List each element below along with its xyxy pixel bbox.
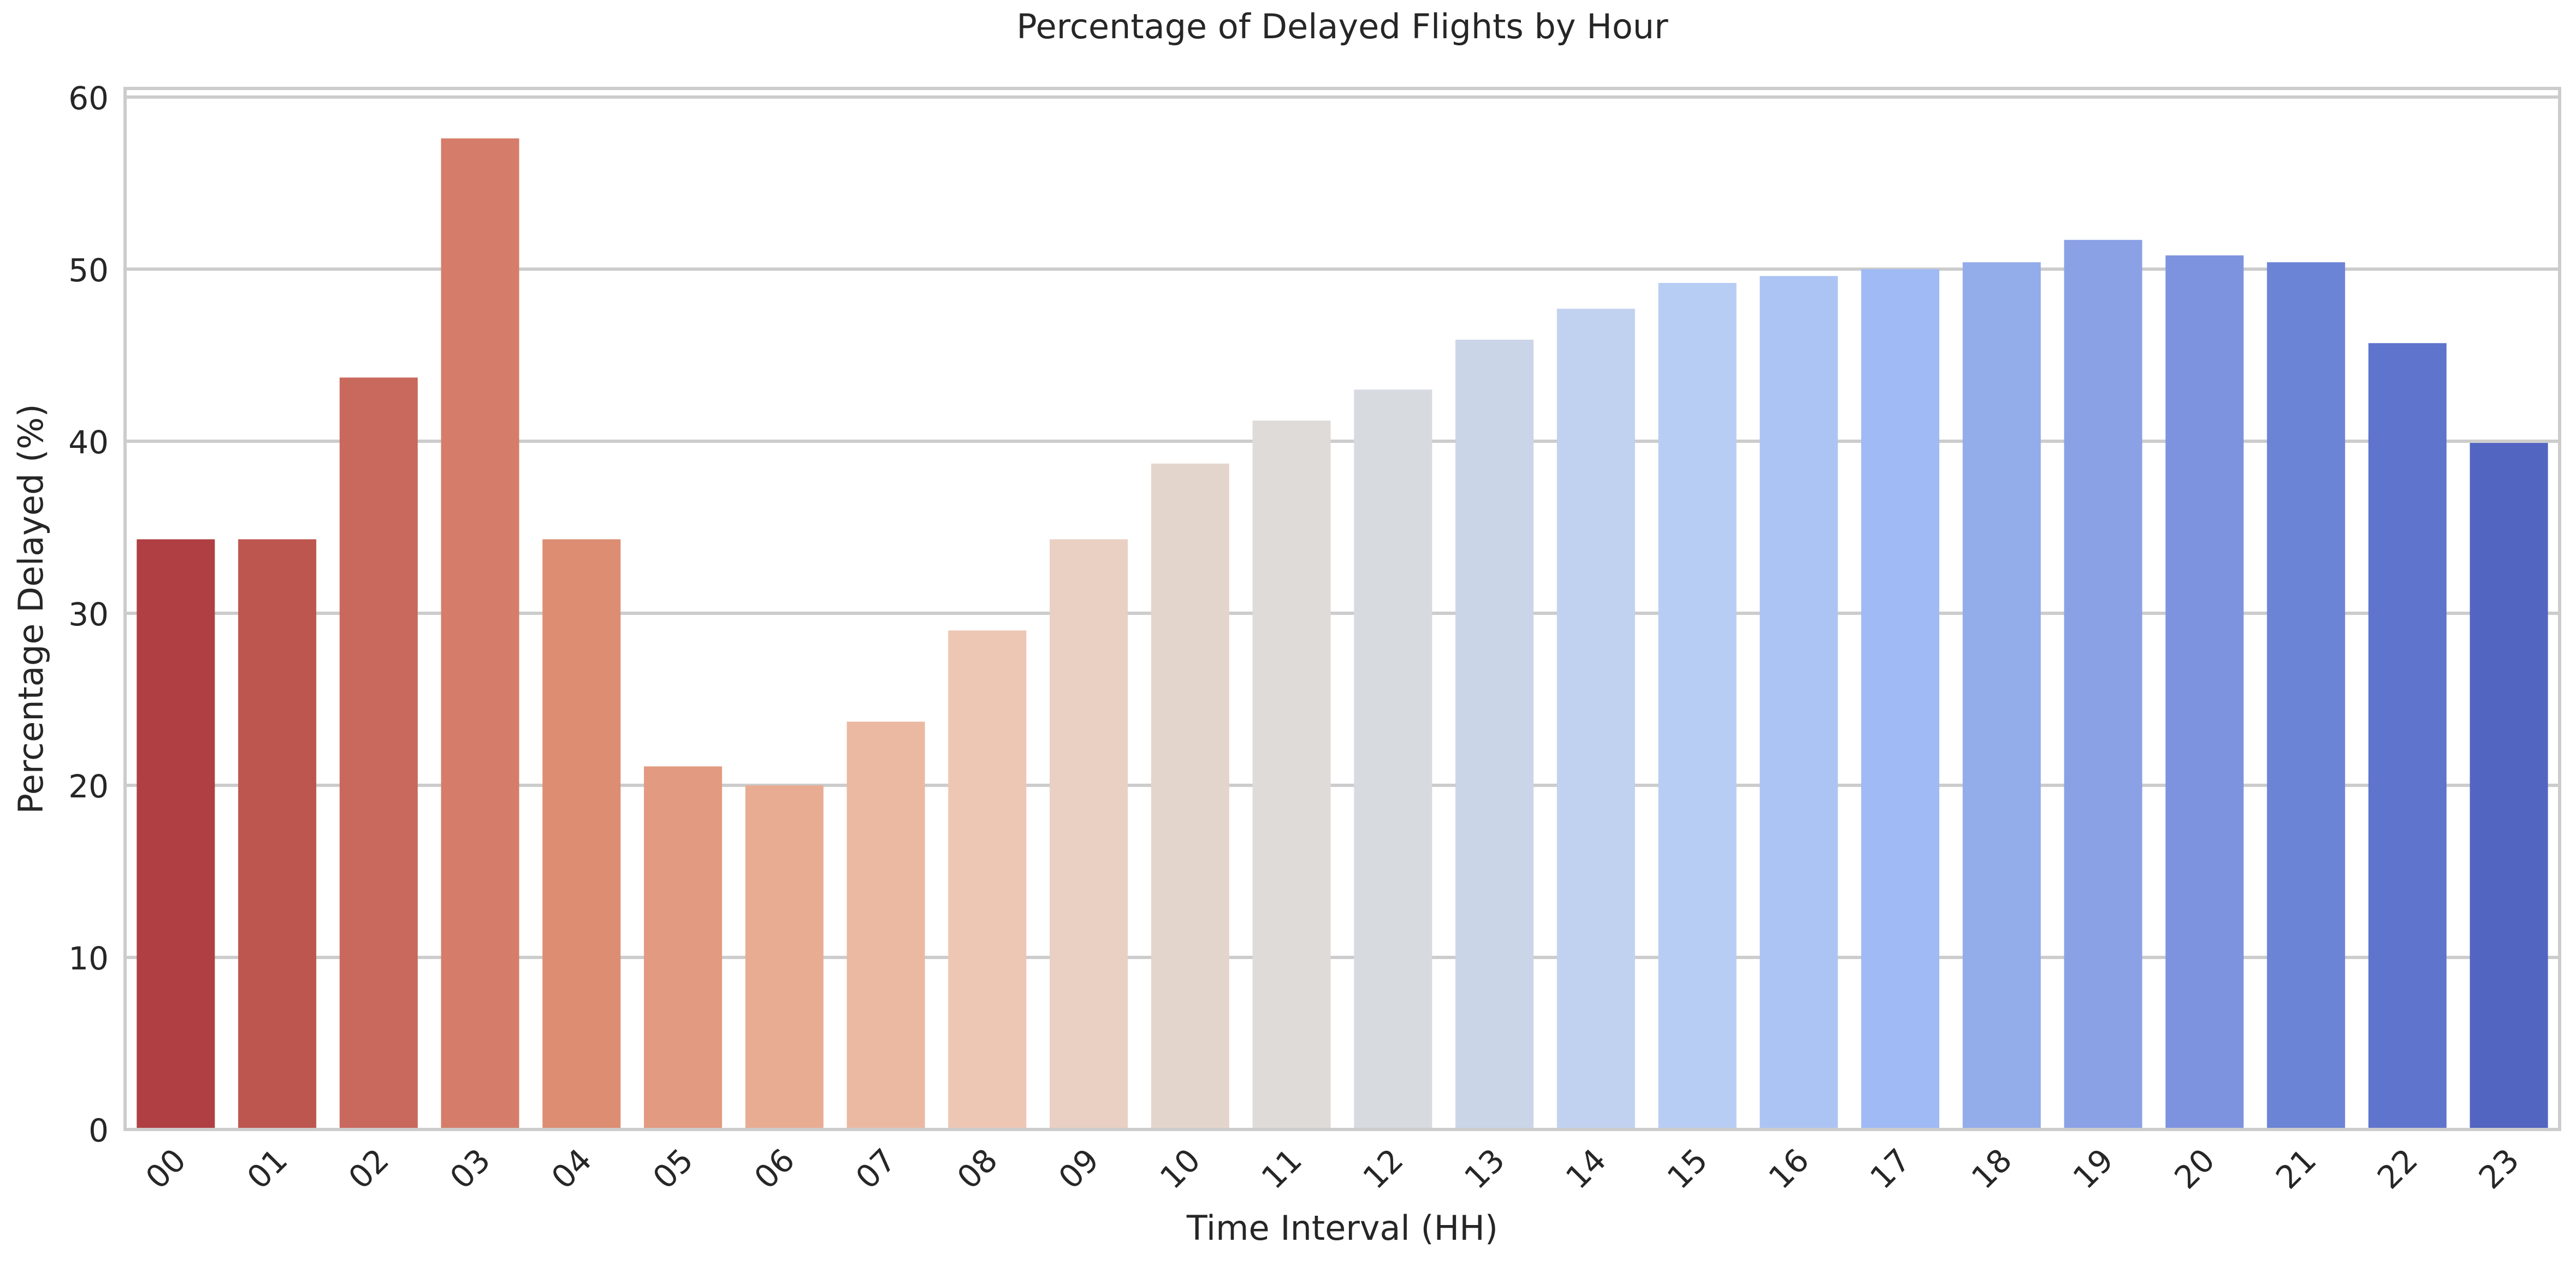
y-tick-label: 30 bbox=[68, 596, 109, 633]
grid-lines bbox=[125, 95, 2560, 959]
bar-22 bbox=[2368, 343, 2447, 1129]
bar-23 bbox=[2470, 442, 2548, 1129]
bar-15 bbox=[1658, 282, 1737, 1129]
x-tick-label: 17 bbox=[1863, 1141, 1917, 1196]
chart-title: Percentage of Delayed Flights by Hour bbox=[1016, 7, 1668, 46]
bar-21 bbox=[2267, 262, 2346, 1129]
x-tick-label: 00 bbox=[138, 1141, 193, 1196]
bar-09 bbox=[1050, 539, 1128, 1130]
bar-14 bbox=[1556, 309, 1635, 1129]
x-tick-label: 06 bbox=[747, 1141, 802, 1196]
y-tick-label: 20 bbox=[68, 768, 109, 805]
x-tick-label: 02 bbox=[341, 1141, 396, 1196]
x-tick-label: 18 bbox=[1964, 1141, 2019, 1196]
x-tick-label: 05 bbox=[646, 1141, 700, 1196]
bar-16 bbox=[1760, 276, 1838, 1130]
x-tick-label: 03 bbox=[443, 1141, 498, 1196]
bar-19 bbox=[2064, 240, 2142, 1130]
bar-02 bbox=[339, 377, 418, 1129]
bar-13 bbox=[1455, 339, 1534, 1129]
bar-00 bbox=[137, 539, 215, 1130]
x-tick-label: 08 bbox=[950, 1141, 1004, 1196]
y-tick-label: 60 bbox=[68, 80, 109, 117]
bar-18 bbox=[1962, 262, 2041, 1129]
x-tick-label: 01 bbox=[240, 1141, 294, 1196]
x-tick-label: 21 bbox=[2269, 1141, 2323, 1196]
x-tick-label: 22 bbox=[2370, 1141, 2425, 1196]
x-tick-label: 12 bbox=[1355, 1141, 1410, 1196]
bar-20 bbox=[2165, 255, 2244, 1129]
bar-10 bbox=[1151, 463, 1229, 1130]
x-tick-label: 09 bbox=[1051, 1141, 1106, 1196]
plot-frame bbox=[123, 87, 2561, 1131]
bar-11 bbox=[1252, 421, 1331, 1129]
x-axis-ticks: 00 01 02 03 04 05 06 07 08 09 10 11 12 13 14 15 16 17 18 19… bbox=[138, 1141, 2526, 1196]
x-tick-label: 23 bbox=[2472, 1141, 2526, 1196]
x-tick-label: 16 bbox=[1761, 1141, 1816, 1196]
y-tick-label: 40 bbox=[68, 424, 109, 461]
x-tick-label: 04 bbox=[544, 1141, 599, 1196]
bar-17 bbox=[1861, 269, 1940, 1129]
bars bbox=[137, 138, 2548, 1130]
y-axis-label: Percentage Delayed (%) bbox=[11, 404, 51, 814]
x-tick-label: 20 bbox=[2167, 1141, 2222, 1196]
y-tick-label: 0 bbox=[88, 1112, 109, 1149]
x-tick-label: 19 bbox=[2066, 1141, 2121, 1196]
bar-07 bbox=[846, 721, 925, 1129]
bar-06 bbox=[745, 785, 824, 1129]
x-tick-label: 07 bbox=[849, 1141, 903, 1196]
bar-12 bbox=[1354, 389, 1432, 1130]
y-axis-ticks: 0 10 20 30 40 50 60 bbox=[68, 80, 109, 1149]
x-axis-label: Time Interval (HH) bbox=[1186, 1208, 1498, 1248]
x-tick-label: 14 bbox=[1559, 1141, 1613, 1196]
y-tick-label: 10 bbox=[68, 940, 109, 977]
bar-03 bbox=[441, 138, 519, 1130]
bar-01 bbox=[238, 539, 317, 1130]
y-tick-label: 50 bbox=[68, 252, 109, 289]
x-tick-label: 13 bbox=[1457, 1141, 1512, 1196]
bar-05 bbox=[644, 766, 723, 1129]
x-tick-label: 15 bbox=[1660, 1141, 1715, 1196]
x-tick-label: 11 bbox=[1254, 1141, 1309, 1196]
x-tick-label: 10 bbox=[1153, 1141, 1207, 1196]
bar-04 bbox=[542, 539, 621, 1130]
bar-08 bbox=[948, 630, 1027, 1129]
